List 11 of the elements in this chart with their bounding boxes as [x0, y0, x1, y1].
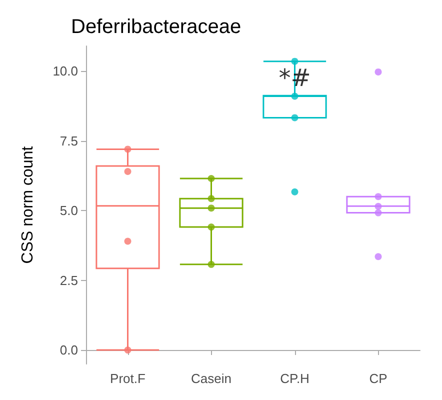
y-tick-label: 5.0 — [60, 203, 78, 218]
y-tick-label: 2.5 — [60, 272, 78, 288]
x-tick-label: CP — [369, 371, 388, 386]
x-tick-label: Casein — [191, 371, 232, 386]
y-axis-title: CSS norm count — [20, 146, 36, 264]
chart-title: Deferribacteraceae — [71, 16, 242, 38]
x-tick-label: Prot.F — [110, 371, 146, 386]
y-tick-label: 10.0 — [52, 64, 78, 79]
y-tick-label: 0.0 — [60, 342, 78, 358]
x-tick-label: CP.H — [280, 371, 310, 386]
y-tick-label: 7.5 — [60, 133, 78, 148]
